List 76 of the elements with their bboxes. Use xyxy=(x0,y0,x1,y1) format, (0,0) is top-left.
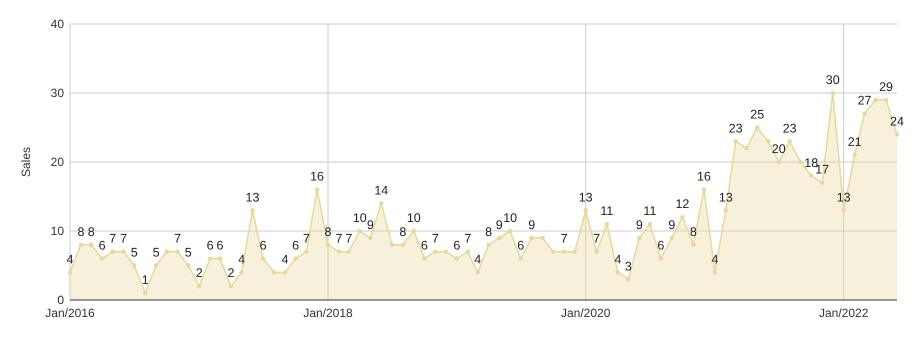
data-label: 18 xyxy=(804,156,818,170)
data-label: 6 xyxy=(657,238,664,253)
data-label: 8 xyxy=(324,224,332,239)
data-label: 13 xyxy=(246,190,260,204)
data-label: 13 xyxy=(578,190,593,204)
y-tick-label: 30 xyxy=(50,86,64,100)
data-label: 16 xyxy=(310,170,324,184)
data-label: 11 xyxy=(643,204,656,218)
data-label: 7 xyxy=(120,232,128,246)
data-label: 11 xyxy=(600,204,614,218)
data-label: 24 xyxy=(890,114,904,128)
data-label: 27 xyxy=(858,94,872,108)
data-label: 8 xyxy=(485,224,492,239)
data-label: 8 xyxy=(88,224,95,239)
data-label: 8 xyxy=(77,224,84,239)
data-label: 10 xyxy=(406,211,421,225)
data-label: 3 xyxy=(624,259,632,274)
data-label: 6 xyxy=(260,238,267,253)
data-label: 12 xyxy=(675,197,690,212)
data-label: 16 xyxy=(696,170,711,184)
data-label: 13 xyxy=(836,190,851,204)
data-label: 5 xyxy=(184,246,192,260)
data-label: 7 xyxy=(335,232,342,246)
data-label: 2 xyxy=(196,266,203,280)
data-label: 9 xyxy=(366,218,374,232)
data-label: 9 xyxy=(528,218,536,232)
data-label: 21 xyxy=(848,135,862,150)
y-tick-label: 0 xyxy=(57,293,64,308)
data-label: 6 xyxy=(292,238,300,253)
data-label: 6 xyxy=(517,238,524,253)
x-tick-label: Jan/2022 xyxy=(819,306,869,320)
data-label: 4 xyxy=(66,252,74,266)
data-label: 6 xyxy=(98,238,106,253)
data-label: 1 xyxy=(142,273,149,288)
data-label: 6 xyxy=(216,238,224,253)
data-label: 7 xyxy=(303,232,310,246)
data-label: 25 xyxy=(750,108,764,122)
x-tick-label: Jan/2018 xyxy=(303,306,354,320)
data-label: 9 xyxy=(668,218,676,232)
data-label: 29 xyxy=(879,80,894,94)
data-label: 14 xyxy=(374,183,388,198)
data-label: 6 xyxy=(453,238,460,253)
data-label: 8 xyxy=(690,224,697,239)
y-tick-label: 40 xyxy=(50,17,64,32)
data-label: 7 xyxy=(464,232,472,246)
data-label: 13 xyxy=(718,190,733,204)
data-label: 4 xyxy=(614,252,622,266)
data-label: 10 xyxy=(503,211,518,225)
data-label: 7 xyxy=(109,232,116,246)
data-label: 7 xyxy=(345,232,352,246)
y-tick-label: 10 xyxy=(50,224,64,238)
data-label: 4 xyxy=(281,252,288,266)
data-label: 4 xyxy=(711,252,718,266)
data-label: 7 xyxy=(560,232,568,246)
data-label: 4 xyxy=(238,252,246,266)
data-label: 8 xyxy=(399,224,406,239)
data-label: 6 xyxy=(420,238,428,253)
y-axis-title: Sales xyxy=(19,146,33,178)
data-label: 20 xyxy=(772,142,786,156)
data-label: 4 xyxy=(474,252,482,266)
data-label: 2 xyxy=(227,266,234,280)
data-label: 23 xyxy=(728,121,743,136)
data-label: 7 xyxy=(174,232,182,246)
x-tick-label: Jan/2016 xyxy=(45,306,96,320)
data-label: 9 xyxy=(496,218,503,232)
data-label: 7 xyxy=(432,232,439,246)
data-label: 7 xyxy=(593,232,600,246)
data-label: 10 xyxy=(352,211,367,225)
data-label: 9 xyxy=(636,218,643,232)
data-label: 5 xyxy=(130,246,138,260)
data-label: 6 xyxy=(206,238,214,253)
x-tick-label: Jan/2020 xyxy=(560,306,611,320)
data-label: 5 xyxy=(152,246,160,260)
y-tick-label: 20 xyxy=(50,155,64,170)
data-label: 23 xyxy=(782,121,797,136)
data-label: 30 xyxy=(826,73,840,87)
